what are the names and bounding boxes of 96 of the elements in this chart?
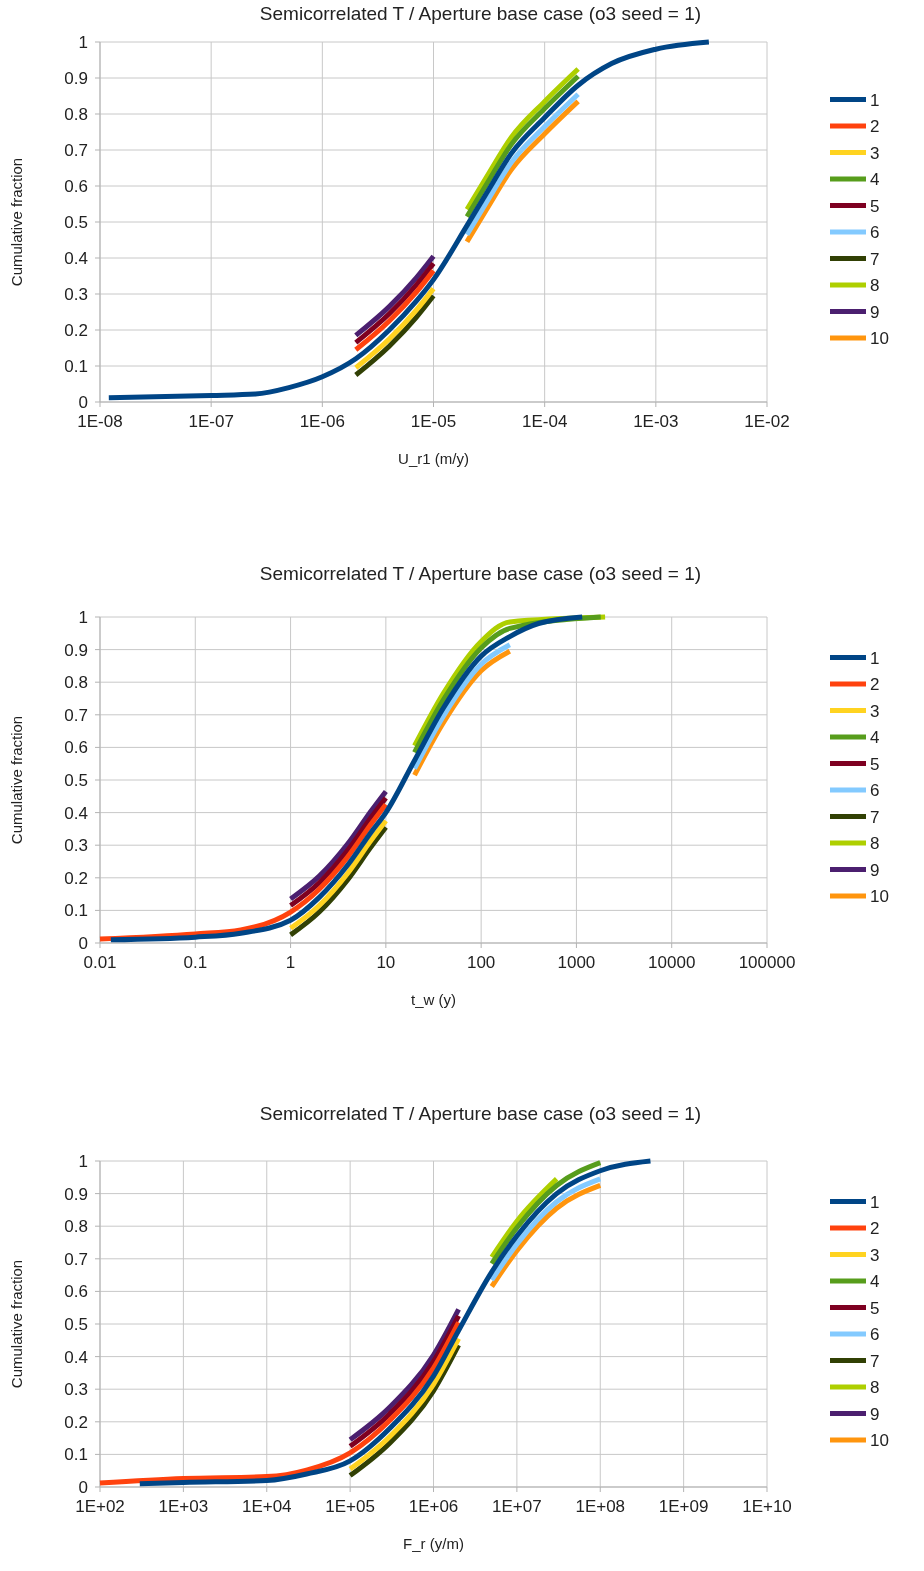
x-axis-title: U_r1 (m/y) xyxy=(398,450,469,467)
x-tick-label: 1E+05 xyxy=(325,1497,375,1516)
y-tick-label: 0.1 xyxy=(64,1445,88,1465)
legend-label: 9 xyxy=(870,1404,880,1424)
y-axis-title: Cumulative fraction xyxy=(8,157,25,287)
legend-label: 1 xyxy=(870,648,880,668)
y-tick-label: 0.5 xyxy=(64,771,88,790)
y-tick-label: 0 xyxy=(78,393,88,412)
x-tick-label: 1E+02 xyxy=(75,1497,125,1516)
y-tick-label: 0.8 xyxy=(64,673,88,693)
x-tick-label: 100 xyxy=(466,953,496,972)
y-tick-label: 0.6 xyxy=(64,738,88,758)
y-tick-label: 0.3 xyxy=(64,836,88,856)
x-tick-label: 1E-07 xyxy=(188,412,234,431)
legend-label: 1 xyxy=(870,1192,880,1212)
y-tick-label: 0.1 xyxy=(64,901,88,921)
legend-label: 8 xyxy=(870,1378,880,1397)
legend-label: 6 xyxy=(870,1325,880,1344)
legend-label: 10 xyxy=(870,1431,889,1450)
legend-label: 3 xyxy=(870,1245,880,1265)
x-tick-label: 1E-08 xyxy=(77,412,123,431)
y-axis-title: Cumulative fraction xyxy=(8,715,25,845)
y-tick-label: 1 xyxy=(78,608,88,627)
x-tick-label: 1E-04 xyxy=(521,412,568,431)
y-tick-label: 0.3 xyxy=(64,1380,88,1400)
x-tick-label: 100000 xyxy=(738,953,796,972)
y-tick-label: 0.9 xyxy=(64,640,88,660)
legend-label: 3 xyxy=(870,143,880,163)
x-tick-label: 1E+07 xyxy=(492,1497,542,1516)
legend-label: 5 xyxy=(870,1298,880,1318)
x-tick-label: 0.1 xyxy=(183,953,208,972)
legend-label: 8 xyxy=(870,834,880,853)
chart-title: Semicorrelated T / Aperture base case (o3 seed = 1) xyxy=(259,563,702,584)
y-tick-label: 0.2 xyxy=(64,868,88,888)
legend-label: 4 xyxy=(870,170,880,189)
x-tick-label: 0.01 xyxy=(83,953,117,972)
x-axis-title: F_r (y/m) xyxy=(403,1535,464,1552)
y-tick-label: 0.6 xyxy=(64,177,88,196)
y-tick-label: 0.2 xyxy=(64,321,88,340)
legend-label: 9 xyxy=(870,860,880,880)
x-tick-label: 10000 xyxy=(648,953,696,972)
x-tick-label: 1E-03 xyxy=(633,412,679,431)
legend-label: 7 xyxy=(870,807,880,827)
legend-label: 8 xyxy=(870,276,880,295)
y-tick-label: 0.8 xyxy=(64,105,88,124)
x-tick-label: 1E+03 xyxy=(158,1497,209,1516)
legend-label: 2 xyxy=(870,1219,880,1238)
legend-label: 1 xyxy=(870,90,880,110)
chart-title: Semicorrelated T / Aperture base case (o3 seed = 1) xyxy=(259,3,702,24)
x-axis-title: t_w (y) xyxy=(411,991,456,1008)
y-tick-label: 0.4 xyxy=(64,803,88,823)
y-tick-label: 1 xyxy=(78,1152,88,1171)
y-tick-label: 0 xyxy=(78,1478,88,1497)
legend-label: 7 xyxy=(870,1351,880,1371)
legend-label: 9 xyxy=(870,302,880,322)
legend-label: 6 xyxy=(870,223,880,242)
x-tick-label: 1000 xyxy=(557,953,596,972)
legend-label: 2 xyxy=(870,675,880,694)
x-tick-label: 1 xyxy=(285,953,296,972)
y-tick-label: 0.7 xyxy=(64,705,88,725)
legend-label: 10 xyxy=(870,329,889,348)
legend-label: 4 xyxy=(870,1272,880,1291)
y-tick-label: 0.3 xyxy=(64,285,88,304)
y-tick-label: 0.4 xyxy=(64,249,88,268)
y-tick-label: 0.4 xyxy=(64,1347,88,1367)
y-tick-label: 0.1 xyxy=(64,357,88,376)
y-tick-label: 0.2 xyxy=(64,1412,88,1432)
legend-label: 4 xyxy=(870,728,880,747)
legend-label: 3 xyxy=(870,701,880,721)
y-tick-label: 0 xyxy=(78,934,88,953)
x-tick-label: 1E+10 xyxy=(742,1497,792,1516)
y-tick-label: 0.9 xyxy=(64,69,88,88)
y-tick-label: 0.7 xyxy=(64,1249,88,1269)
x-tick-label: 1E-06 xyxy=(299,412,346,431)
y-tick-label: 0.5 xyxy=(64,213,88,232)
chart-title: Semicorrelated T / Aperture base case (o3 seed = 1) xyxy=(259,1103,702,1124)
y-tick-label: 0.7 xyxy=(64,141,88,160)
x-tick-label: 1E-02 xyxy=(744,412,790,431)
y-tick-label: 1 xyxy=(78,33,88,52)
x-tick-label: 1E+04 xyxy=(241,1497,292,1516)
legend-label: 6 xyxy=(870,781,880,800)
y-tick-label: 0.5 xyxy=(64,1315,88,1334)
legend-label: 10 xyxy=(870,887,889,906)
legend-label: 7 xyxy=(870,249,880,269)
x-tick-label: 1E+06 xyxy=(408,1497,459,1516)
x-tick-label: 1E+08 xyxy=(575,1497,626,1516)
y-tick-label: 0.8 xyxy=(64,1217,88,1237)
x-tick-label: 1E+09 xyxy=(658,1497,709,1516)
legend-label: 5 xyxy=(870,754,880,774)
x-tick-label: 1E-05 xyxy=(410,412,457,431)
y-tick-label: 0.9 xyxy=(64,1184,88,1204)
legend-label: 2 xyxy=(870,117,880,136)
legend-label: 5 xyxy=(870,196,880,216)
y-axis-title: Cumulative fraction xyxy=(8,1259,25,1389)
y-tick-label: 0.6 xyxy=(64,1282,88,1302)
x-tick-label: 10 xyxy=(376,953,396,972)
